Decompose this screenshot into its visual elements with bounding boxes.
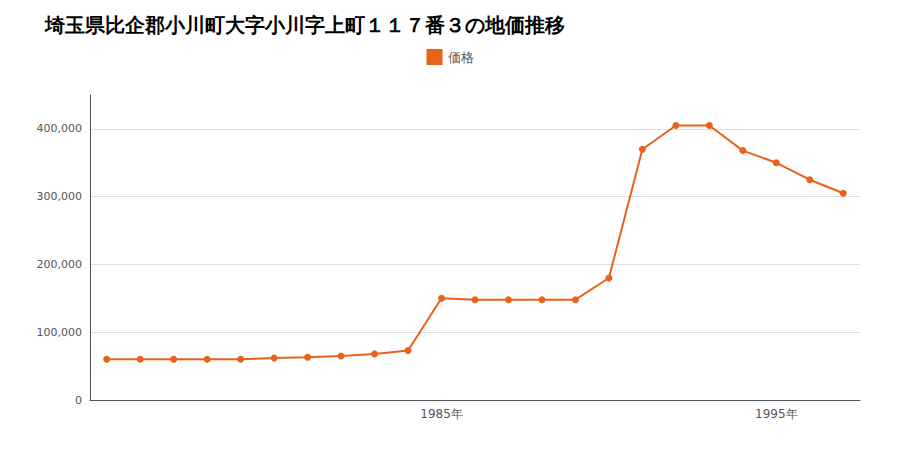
- svg-text:200,000: 200,000: [37, 258, 83, 271]
- svg-text:400,000: 400,000: [37, 122, 83, 135]
- svg-text:価格: 価格: [448, 50, 474, 65]
- svg-text:100,000: 100,000: [37, 326, 83, 339]
- svg-text:埼玉県比企郡小川町大字小川字上町１１７番３の地価推移: 埼玉県比企郡小川町大字小川字上町１１７番３の地価推移: [44, 13, 565, 37]
- svg-text:300,000: 300,000: [37, 190, 83, 203]
- svg-text:0: 0: [75, 394, 82, 407]
- svg-text:1995年: 1995年: [755, 407, 798, 421]
- svg-text:1985年: 1985年: [420, 407, 463, 421]
